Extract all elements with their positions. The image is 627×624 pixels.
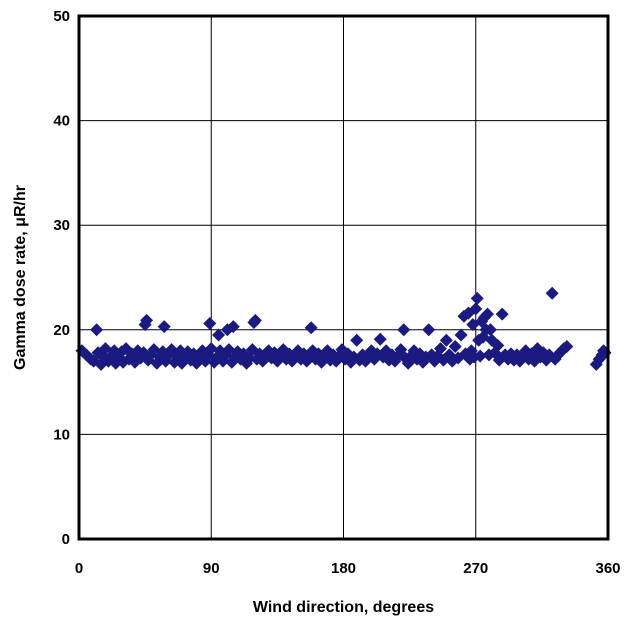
data-point — [157, 320, 171, 334]
x-tick-label: 360 — [595, 560, 620, 577]
data-point — [147, 343, 161, 357]
y-tick-label: 20 — [53, 322, 70, 339]
data-point — [483, 323, 497, 337]
data-point — [203, 317, 217, 331]
data-point — [439, 333, 453, 347]
data-point — [545, 286, 559, 300]
data-point — [248, 313, 262, 327]
data-point — [304, 321, 318, 335]
y-tick-label: 30 — [53, 217, 70, 234]
y-tick-label: 0 — [62, 531, 70, 548]
x-tick-label: 180 — [331, 560, 356, 577]
data-point — [373, 332, 387, 346]
data-point — [204, 342, 218, 356]
y-axis-tick-labels: 0 10 20 30 40 50 — [53, 8, 70, 548]
data-point — [491, 338, 505, 352]
data-point — [98, 342, 112, 356]
x-tick-label: 0 — [75, 560, 83, 577]
data-point — [495, 307, 509, 321]
data-point — [90, 323, 104, 337]
x-tick-label: 90 — [203, 560, 220, 577]
data-point — [481, 307, 495, 321]
data-point — [454, 328, 468, 342]
data-point — [470, 291, 484, 305]
x-axis-tick-labels: 0 90 180 270 360 — [75, 560, 621, 577]
data-point — [350, 333, 364, 347]
plot-area-frame — [77, 14, 610, 541]
data-point — [422, 323, 436, 337]
data-point — [560, 340, 574, 354]
data-point — [469, 302, 483, 316]
data-point — [433, 342, 447, 356]
data-points — [75, 286, 612, 371]
data-point — [397, 323, 411, 337]
data-point — [222, 343, 236, 357]
data-point — [140, 313, 154, 327]
y-tick-label: 50 — [53, 8, 70, 25]
x-tick-label: 270 — [463, 560, 488, 577]
data-point — [212, 328, 226, 342]
y-tick-label: 10 — [53, 426, 70, 443]
y-tick-label: 40 — [53, 113, 70, 130]
data-point — [473, 349, 487, 363]
data-point — [448, 340, 462, 354]
data-point — [226, 320, 240, 334]
x-axis-title: Wind direction, degrees — [253, 599, 434, 616]
y-axis-title: Gamma dose rate, μR/hr — [12, 185, 29, 370]
gridlines — [79, 16, 608, 539]
